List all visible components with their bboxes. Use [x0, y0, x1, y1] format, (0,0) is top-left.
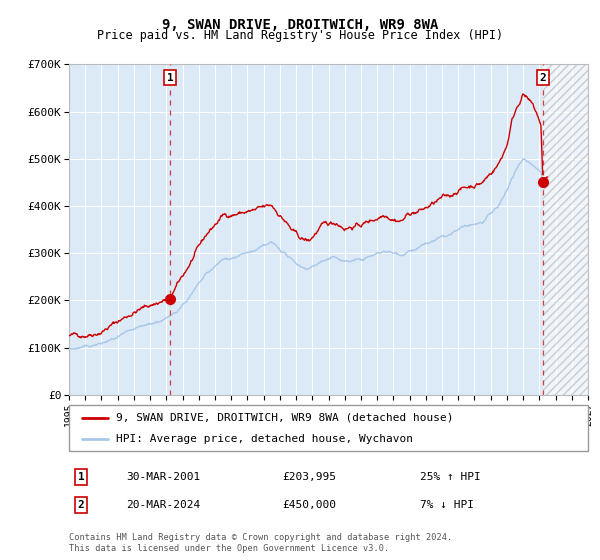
Text: 25% ↑ HPI: 25% ↑ HPI [420, 472, 481, 482]
Text: 9, SWAN DRIVE, DROITWICH, WR9 8WA (detached house): 9, SWAN DRIVE, DROITWICH, WR9 8WA (detac… [116, 413, 453, 423]
Text: 7% ↓ HPI: 7% ↓ HPI [420, 500, 474, 510]
Text: 1: 1 [167, 73, 173, 83]
Text: £450,000: £450,000 [282, 500, 336, 510]
Text: 30-MAR-2001: 30-MAR-2001 [126, 472, 200, 482]
Text: 20-MAR-2024: 20-MAR-2024 [126, 500, 200, 510]
Text: Price paid vs. HM Land Registry's House Price Index (HPI): Price paid vs. HM Land Registry's House … [97, 29, 503, 42]
Text: 1: 1 [77, 472, 85, 482]
Text: HPI: Average price, detached house, Wychavon: HPI: Average price, detached house, Wych… [116, 434, 413, 444]
Text: Contains HM Land Registry data © Crown copyright and database right 2024.
This d: Contains HM Land Registry data © Crown c… [69, 533, 452, 553]
Bar [543, 64, 588, 395]
Text: 9, SWAN DRIVE, DROITWICH, WR9 8WA: 9, SWAN DRIVE, DROITWICH, WR9 8WA [162, 18, 438, 32]
Text: 2: 2 [539, 73, 546, 83]
Text: £203,995: £203,995 [282, 472, 336, 482]
FancyBboxPatch shape [69, 405, 588, 451]
Text: 2: 2 [77, 500, 85, 510]
